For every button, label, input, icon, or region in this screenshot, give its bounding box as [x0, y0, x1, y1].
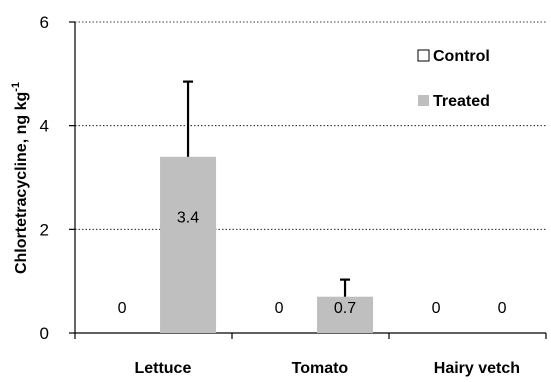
bar-treated	[317, 296, 374, 333]
y-tick-marks	[69, 21, 75, 334]
data-label: 0	[118, 300, 127, 317]
legend-label-treated: Treated	[433, 93, 490, 110]
legend-swatch-treated	[418, 95, 429, 106]
category-label: Lettuce	[134, 360, 191, 377]
data-label: 3.4	[177, 210, 199, 227]
category-labels: Lettuce Tomato Hairy vetch	[134, 360, 520, 377]
y-axis-title: Chlortetracycline, ng kg-1	[10, 82, 30, 274]
category-label: Tomato	[292, 360, 349, 377]
y-tick-label: 6	[40, 13, 49, 32]
data-labels: 0 3.4 0 0.7 0 0	[118, 210, 507, 317]
bars	[160, 156, 374, 333]
data-label: 0.7	[334, 300, 356, 317]
error-bars	[183, 80, 351, 297]
data-label: 0	[498, 300, 507, 317]
y-tick-label: 0	[40, 324, 49, 343]
y-tick-label: 2	[40, 220, 49, 239]
y-tick-label: 4	[40, 117, 49, 136]
bar-treated	[160, 156, 217, 333]
data-label: 0	[275, 300, 284, 317]
legend: Control Treated	[417, 48, 490, 110]
legend-swatch-control	[417, 49, 430, 62]
legend-label-control: Control	[433, 48, 490, 65]
gridlines	[75, 21, 546, 230]
y-tick-labels: 0 2 4 6	[40, 13, 49, 343]
category-label: Hairy vetch	[434, 360, 520, 377]
data-label: 0	[432, 300, 441, 317]
x-tick-marks	[74, 333, 547, 339]
